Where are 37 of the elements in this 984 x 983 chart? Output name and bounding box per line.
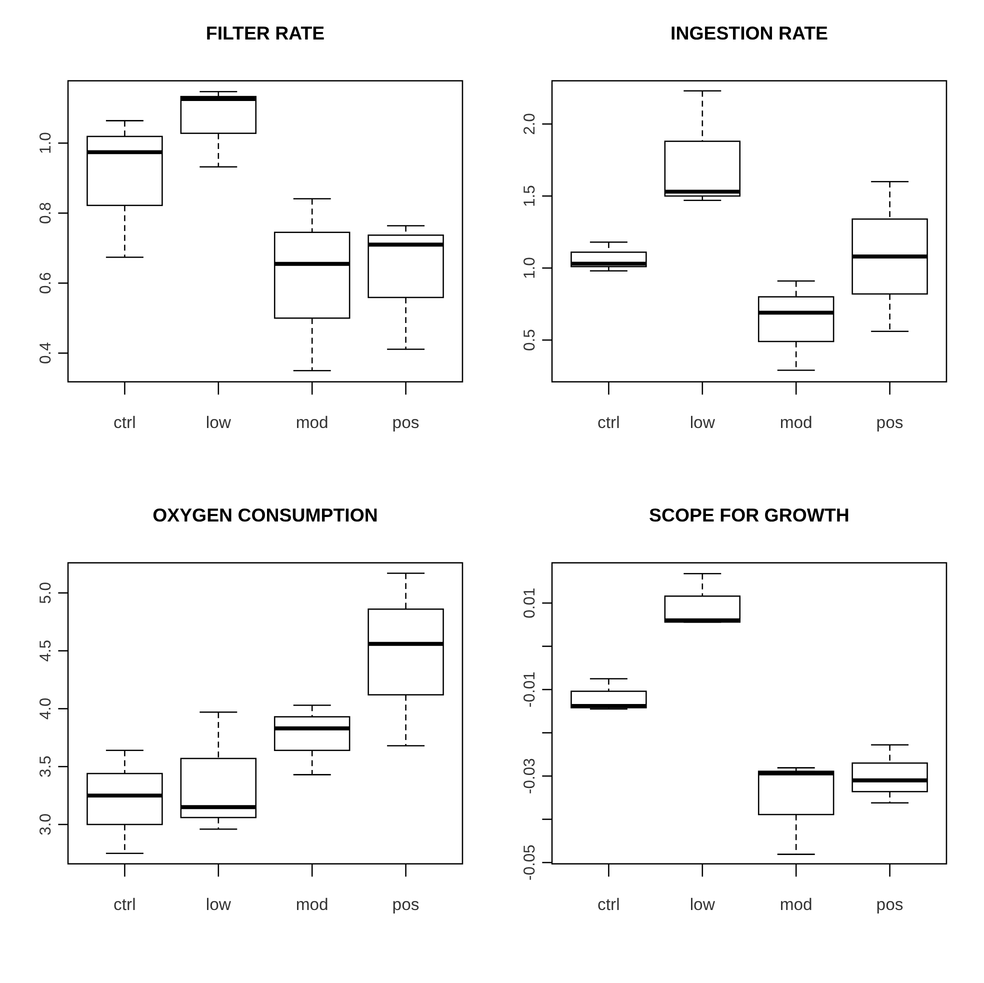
x-tick-label: mod (780, 895, 812, 914)
x-tick-label: low (206, 413, 232, 432)
x-tick-label: ctrl (114, 895, 136, 914)
y-tick-label: 0.8 (37, 202, 54, 224)
y-tick-label: -0.03 (521, 758, 538, 794)
y-tick-label: 3.0 (37, 813, 54, 836)
x-tick-label: low (690, 895, 716, 914)
y-tick-label: 3.5 (37, 755, 54, 778)
y-tick-label: 0.6 (37, 272, 54, 294)
x-tick-label: low (206, 895, 232, 914)
x-tick-label: pos (876, 413, 904, 432)
x-tick-label: pos (876, 895, 904, 914)
chart-title: SCOPE FOR GROWTH (649, 504, 850, 526)
y-tick-label: 0.4 (37, 342, 54, 364)
y-tick-label: 2.0 (521, 112, 538, 135)
y-tick-label: 0.5 (521, 328, 538, 351)
x-tick-label: mod (296, 895, 328, 914)
chart-title: OXYGEN CONSUMPTION (152, 504, 378, 526)
x-tick-label: pos (392, 895, 420, 914)
y-tick-label: 1.5 (521, 184, 538, 207)
y-tick-label: 1.0 (521, 256, 538, 279)
x-tick-label: low (690, 413, 716, 432)
y-tick-label: -0.05 (521, 844, 538, 880)
y-tick-label: 0.01 (521, 588, 538, 618)
y-tick-label: 1.0 (37, 132, 54, 154)
x-tick-label: mod (296, 413, 328, 432)
chart-title: INGESTION RATE (670, 22, 828, 44)
y-tick-label: -0.01 (521, 672, 538, 708)
y-tick-label: 5.0 (37, 582, 54, 604)
chart-title: FILTER RATE (206, 22, 325, 44)
x-tick-label: ctrl (114, 413, 136, 432)
x-tick-label: mod (780, 413, 812, 432)
y-tick-label: 4.5 (37, 640, 54, 662)
y-tick-label: 4.0 (37, 698, 54, 720)
x-tick-label: pos (392, 413, 420, 432)
x-tick-label: ctrl (598, 895, 620, 914)
x-tick-label: ctrl (598, 413, 620, 432)
